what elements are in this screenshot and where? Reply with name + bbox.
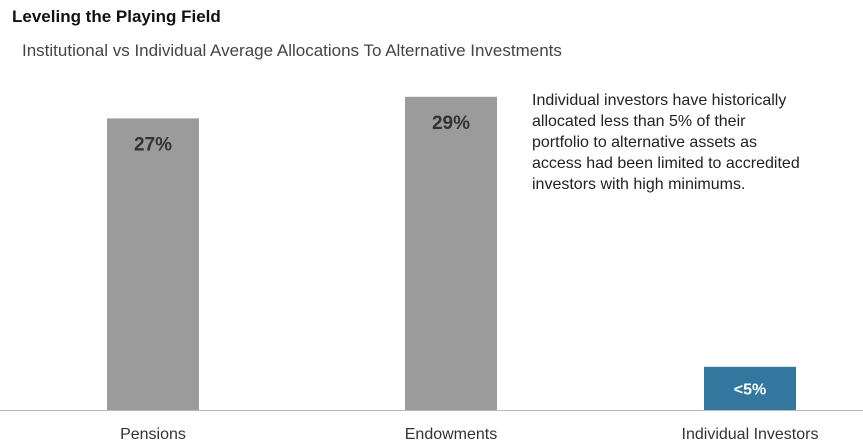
bar-pensions (107, 118, 199, 411)
annotation-line: Individual investors have historically (532, 92, 787, 109)
data-label: 29% (432, 113, 470, 134)
data-label: <5% (734, 381, 766, 398)
x-tick-label: Individual Investors (682, 426, 819, 443)
annotation-line: access had been limited to accredited (532, 155, 800, 172)
x-tick-label: Pensions (120, 426, 186, 443)
annotation-line: allocated less than 5% of their (532, 113, 746, 130)
annotation-line: portfolio to alternative assets as (532, 134, 758, 151)
annotation-text: Individual investors have historically a… (532, 90, 837, 195)
bar-endowments (405, 96, 497, 411)
annotation-line: investors with high minimums. (532, 176, 746, 193)
chart-subtitle: Institutional vs Individual Average Allo… (22, 41, 562, 60)
data-label: 27% (134, 134, 172, 155)
chart-title: Leveling the Playing Field (12, 7, 221, 26)
bar-individual-investors (704, 366, 796, 410)
x-tick-label: Endowments (405, 426, 498, 443)
